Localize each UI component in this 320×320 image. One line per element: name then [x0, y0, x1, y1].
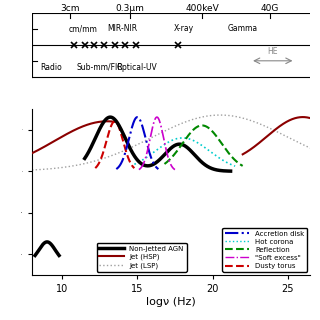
Text: 3cm: 3cm	[60, 4, 79, 13]
X-axis label: logν (Hz): logν (Hz)	[146, 297, 196, 307]
Text: MIR-NIR: MIR-NIR	[107, 24, 137, 33]
Text: Sub-mm/FIR: Sub-mm/FIR	[76, 63, 123, 72]
Legend: Accretion disk, Hot corona, Reflection, "Soft excess", Dusty torus: Accretion disk, Hot corona, Reflection, …	[222, 228, 307, 272]
Text: X-ray: X-ray	[174, 24, 194, 33]
Text: Gamma: Gamma	[228, 24, 258, 33]
Text: 400keV: 400keV	[185, 4, 219, 13]
Text: HE: HE	[268, 47, 278, 56]
Text: Optical-UV: Optical-UV	[117, 63, 158, 72]
Text: 40G: 40G	[260, 4, 279, 13]
Text: Radio: Radio	[41, 63, 62, 72]
Text: cm/mm: cm/mm	[69, 24, 98, 33]
Text: 0.3μm: 0.3μm	[116, 4, 144, 13]
